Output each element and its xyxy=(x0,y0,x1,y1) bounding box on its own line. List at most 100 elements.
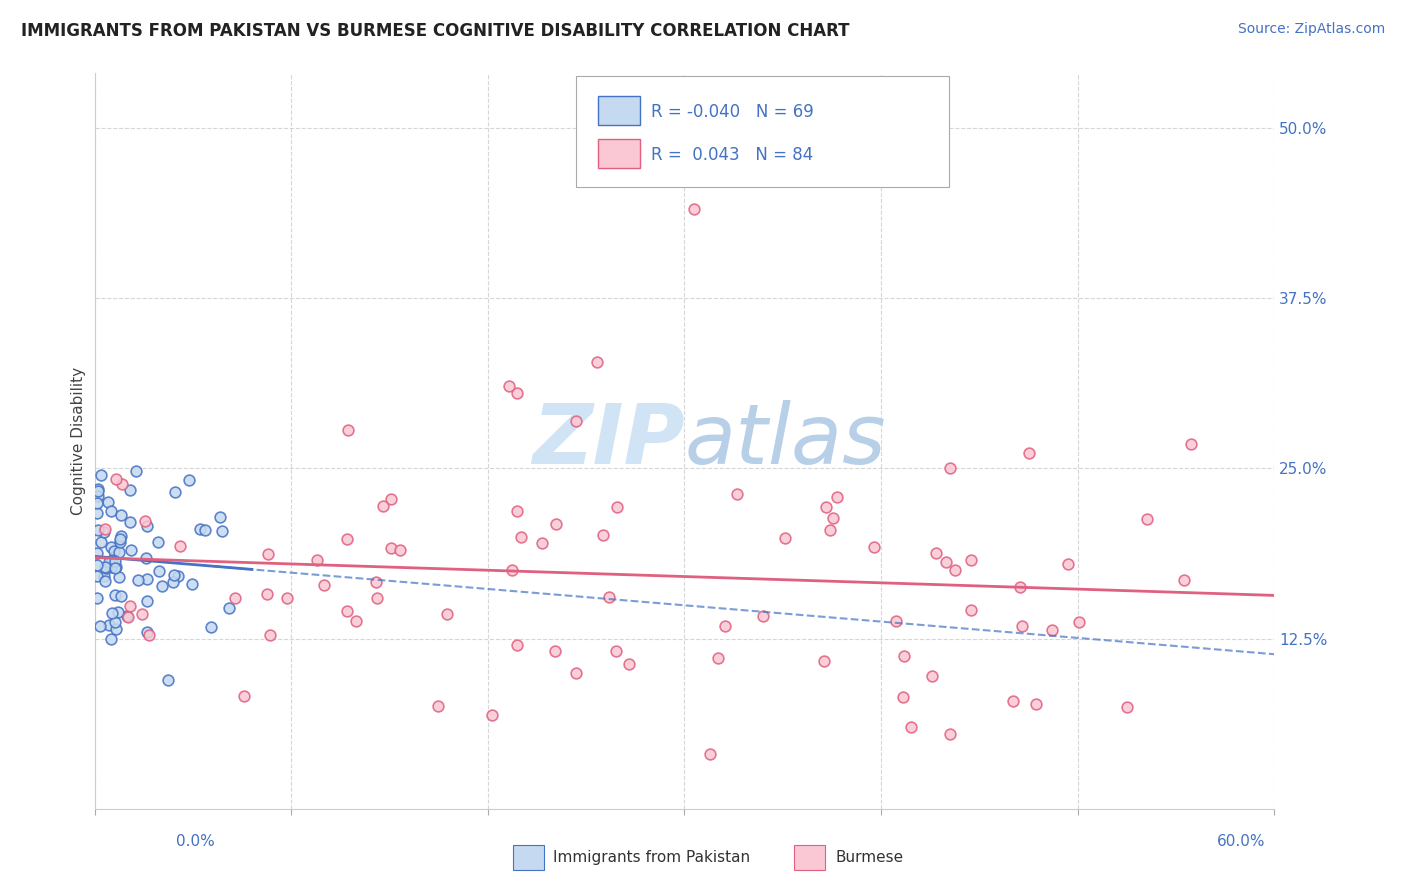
Point xyxy=(366,575,388,590)
Point xyxy=(100,503,122,517)
Point xyxy=(1115,699,1137,714)
Point xyxy=(276,591,298,606)
Point xyxy=(86,591,108,606)
Point xyxy=(823,511,845,525)
Point xyxy=(256,587,278,601)
Point xyxy=(110,533,132,547)
Point xyxy=(86,506,108,520)
Point xyxy=(893,649,915,664)
Point xyxy=(1040,624,1063,638)
Text: R =  0.043   N = 84: R = 0.043 N = 84 xyxy=(651,146,813,164)
Point xyxy=(530,536,553,550)
Point xyxy=(131,607,153,622)
Point xyxy=(305,553,328,567)
Point xyxy=(125,464,148,478)
Point xyxy=(1057,558,1080,572)
Point xyxy=(194,523,217,537)
Point xyxy=(110,508,132,523)
Point xyxy=(827,490,849,504)
Point xyxy=(617,657,640,672)
Point xyxy=(179,473,201,487)
Point xyxy=(373,500,395,514)
Point xyxy=(884,615,907,629)
Point xyxy=(565,413,588,427)
Point xyxy=(107,605,129,619)
Point xyxy=(939,727,962,741)
Point xyxy=(1018,446,1040,460)
Point xyxy=(148,564,170,578)
Point xyxy=(506,638,529,652)
Point xyxy=(86,546,108,560)
Point xyxy=(960,553,983,567)
Point xyxy=(211,524,233,538)
Point xyxy=(104,554,127,568)
Point xyxy=(1008,580,1031,594)
Point xyxy=(366,591,388,605)
Point xyxy=(683,202,706,217)
Point xyxy=(135,550,157,565)
Point xyxy=(943,563,966,577)
Point xyxy=(93,569,115,583)
Point xyxy=(110,590,132,604)
Point xyxy=(605,644,627,658)
Point xyxy=(344,615,367,629)
Point xyxy=(86,558,108,573)
Point xyxy=(169,539,191,553)
Text: atlas: atlas xyxy=(685,401,886,482)
Point xyxy=(592,528,614,542)
Point xyxy=(103,544,125,558)
Point xyxy=(925,546,948,560)
Y-axis label: Cognitive Disability: Cognitive Disability xyxy=(72,367,86,515)
Point xyxy=(337,423,360,437)
Point xyxy=(506,386,529,401)
Point xyxy=(93,522,115,536)
Point xyxy=(820,523,842,537)
Point xyxy=(960,603,983,617)
Point xyxy=(725,486,748,500)
Point xyxy=(498,379,520,393)
Point xyxy=(380,492,402,507)
Point xyxy=(167,568,190,582)
Point xyxy=(115,608,138,623)
Text: R = -0.040   N = 69: R = -0.040 N = 69 xyxy=(651,103,814,121)
Point xyxy=(108,534,131,549)
Point xyxy=(146,535,169,549)
Text: IMMIGRANTS FROM PAKISTAN VS BURMESE COGNITIVE DISABILITY CORRELATION CHART: IMMIGRANTS FROM PAKISTAN VS BURMESE COGN… xyxy=(21,22,849,40)
Point xyxy=(120,543,142,558)
Point xyxy=(380,541,402,556)
Text: ZIP: ZIP xyxy=(531,401,685,482)
Point xyxy=(312,578,335,592)
Point xyxy=(96,561,118,575)
Point xyxy=(773,531,796,545)
Point xyxy=(162,574,184,589)
Point xyxy=(891,690,914,704)
Text: Source: ZipAtlas.com: Source: ZipAtlas.com xyxy=(1237,22,1385,37)
Point xyxy=(97,555,120,569)
Point xyxy=(1136,512,1159,526)
Point xyxy=(921,669,943,683)
Point xyxy=(108,544,131,558)
Point xyxy=(105,623,128,637)
Point xyxy=(814,500,837,515)
Point xyxy=(136,572,159,586)
Point xyxy=(232,689,254,703)
Point xyxy=(1002,694,1025,708)
Point xyxy=(1025,697,1047,711)
Point xyxy=(117,609,139,624)
Text: 0.0%: 0.0% xyxy=(176,834,215,849)
Point xyxy=(208,509,231,524)
Point xyxy=(200,620,222,634)
Point xyxy=(101,606,124,620)
Point xyxy=(752,608,775,623)
Point xyxy=(256,547,278,561)
Point xyxy=(89,618,111,632)
Point xyxy=(939,461,962,475)
Point xyxy=(1011,618,1033,632)
Point xyxy=(150,578,173,592)
Point xyxy=(134,514,156,528)
Point xyxy=(87,489,110,503)
Point xyxy=(97,495,120,509)
Text: Immigrants from Pakistan: Immigrants from Pakistan xyxy=(553,850,749,864)
Point xyxy=(935,555,957,569)
Point xyxy=(1173,573,1195,587)
